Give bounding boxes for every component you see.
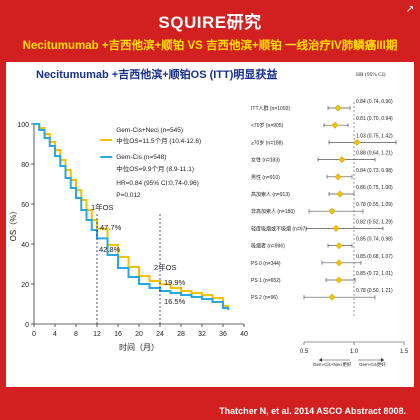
forest-row-label: 吸烟者 (n=996) bbox=[251, 243, 285, 250]
hr-annotation: HR=0.84 (95% CI:0.74-0.96) bbox=[116, 180, 199, 187]
km-y-tick-label: 100 bbox=[17, 122, 29, 129]
forest-ci-text: 0.86 (0.75, 1.00) bbox=[356, 185, 393, 191]
forest-point bbox=[331, 121, 339, 129]
km-x-tick-label: 16 bbox=[114, 331, 122, 338]
km-x-tick-label: 0 bbox=[32, 331, 36, 338]
chart-panel: Necitumumab +吉西他滨+顺铂OS (ITT)明显获益 HR (95%… bbox=[6, 62, 414, 387]
forest-plot-header: HR (95% CI) bbox=[356, 72, 386, 78]
os-1y-label: 1年OS bbox=[91, 202, 114, 212]
forest-point bbox=[328, 293, 336, 301]
os-1y-gemcis-value: 42.8% bbox=[99, 245, 121, 254]
km-x-tick-label: 36 bbox=[219, 331, 227, 338]
os-2y-label: 2年OS bbox=[154, 262, 177, 272]
forest-ci-text: 0.78 (0.55, 1.09) bbox=[356, 202, 393, 208]
legend-neci-median: 中位OS=11.5个月 (10.4-12.6) bbox=[116, 136, 201, 145]
citation: Thatcher N, et al. 2014 ASCO Abstract 80… bbox=[219, 406, 406, 416]
km-x-tick-label: 40 bbox=[240, 331, 248, 338]
forest-row-label: PS 0 (n=344) bbox=[251, 261, 281, 267]
forest-row-label: 女性 (n=183) bbox=[251, 157, 280, 164]
expand-arrow-icon[interactable]: ↗ bbox=[405, 4, 415, 15]
os-2y-neci-value: 19.9% bbox=[164, 278, 186, 287]
forest-point bbox=[338, 156, 346, 164]
forest-row-label: 男性 (n=910) bbox=[251, 174, 280, 181]
forest-right-arrow-label: Gem-Cis更好 bbox=[359, 361, 386, 368]
os-1y-neci-value: 47.7% bbox=[100, 223, 122, 232]
forest-ci-text: 0.85 (0.72, 1.01) bbox=[356, 271, 393, 277]
forest-point bbox=[334, 173, 342, 181]
forest-ci-text: 0.78 (0.50, 1.21) bbox=[356, 288, 393, 294]
forest-point bbox=[335, 242, 343, 250]
slide-title: SQUIRE研究 bbox=[158, 13, 262, 32]
legend-gemcis-name: Gem-Cis (n=548) bbox=[116, 154, 166, 161]
km-y-tick-label: 80 bbox=[21, 162, 29, 169]
legend-neci-name: Gem-Cis+Neci (n=545) bbox=[116, 127, 183, 134]
forest-x-tick-label: 1.5 bbox=[400, 349, 409, 355]
km-x-tick-label: 20 bbox=[135, 331, 143, 338]
forest-ci-text: 0.82 (0.52, 1.29) bbox=[356, 219, 393, 225]
legend-gemcis-median: 中位OS=9.9个月 (8.9-11.1) bbox=[116, 164, 194, 173]
forest-ci-text: 0.88 (0.64, 1.21) bbox=[356, 151, 393, 157]
forest-row-label: ITT人群 (n=1093) bbox=[251, 105, 290, 112]
forest-point bbox=[328, 207, 336, 215]
os-2y-gemcis-value: 16.5% bbox=[164, 297, 186, 306]
forest-point bbox=[335, 276, 343, 284]
forest-row-label: ≥70岁 (n=188) bbox=[251, 139, 283, 146]
forest-point bbox=[336, 190, 344, 198]
forest-row-label: 轻度吸烟或不吸烟 (n=97) bbox=[251, 225, 307, 232]
forest-point bbox=[332, 224, 340, 232]
km-curve-neci bbox=[34, 123, 230, 308]
km-x-tick-label: 12 bbox=[93, 331, 101, 338]
forest-ci-text: 0.84 (0.74, 0.96) bbox=[356, 99, 393, 105]
forest-ci-text: 0.85 (0.74, 0.98) bbox=[356, 237, 393, 243]
forest-point bbox=[353, 138, 361, 146]
forest-point bbox=[334, 104, 342, 112]
km-y-axis-label: OS（%） bbox=[9, 207, 18, 242]
km-x-tick-label: 32 bbox=[198, 331, 206, 338]
km-x-axis-label: 时间（月） bbox=[119, 342, 159, 352]
forest-left-arrow-head bbox=[319, 358, 322, 362]
chart-svg: 0 20 40 60 80 100 0 4 8 12 16 20 24 28 32 36 40 时间（月） OS（%… bbox=[9, 99, 409, 368]
km-x-tick-label: 24 bbox=[156, 331, 164, 338]
km-y-tick-label: 40 bbox=[21, 242, 29, 249]
km-chart-title: Necitumumab +吉西他滨+顺铂OS (ITT)明显获益 bbox=[36, 69, 278, 81]
p-value-annotation: P=0.012 bbox=[116, 192, 141, 199]
forest-x-tick-label: 1.0 bbox=[350, 349, 359, 355]
km-y-tick-label: 0 bbox=[25, 322, 29, 329]
forest-row-label: PS 2 (n=96) bbox=[251, 295, 278, 301]
forest-ci-text: 0.81 (0.70, 0.94) bbox=[356, 116, 393, 122]
slide-subtitle: Necitumumab +吉西他滨+顺铂 VS 吉西他滨+顺铂 一线治疗IV肺鳞… bbox=[22, 40, 398, 52]
forest-point bbox=[335, 259, 343, 267]
forest-x-tick-label: 0.5 bbox=[300, 349, 309, 355]
km-x-tick-label: 8 bbox=[74, 331, 78, 338]
forest-ci-text: 0.84 (0.73, 0.98) bbox=[356, 168, 393, 174]
forest-row-label: 高加索人 (n=913) bbox=[251, 191, 290, 198]
km-curve-gemcis bbox=[34, 123, 230, 310]
km-x-tick-label: 4 bbox=[53, 331, 57, 338]
km-y-tick-label: 60 bbox=[21, 202, 29, 209]
km-y-tick-label: 20 bbox=[21, 282, 29, 289]
forest-row-label: 非高加索人 (n=180) bbox=[251, 208, 295, 215]
km-x-tick-label: 28 bbox=[177, 331, 185, 338]
forest-ci-text: 0.85 (0.68, 1.07) bbox=[356, 254, 393, 260]
forest-ci-text: 1.03 (0.75, 1.42) bbox=[356, 133, 393, 139]
forest-row-label: PS 1 (n=652) bbox=[251, 278, 281, 284]
forest-right-arrow-head bbox=[381, 358, 384, 362]
forest-left-arrow-label: Gem-Cis+Neci更好 bbox=[313, 361, 352, 368]
forest-row-label: <70岁 (n=905) bbox=[251, 122, 284, 129]
